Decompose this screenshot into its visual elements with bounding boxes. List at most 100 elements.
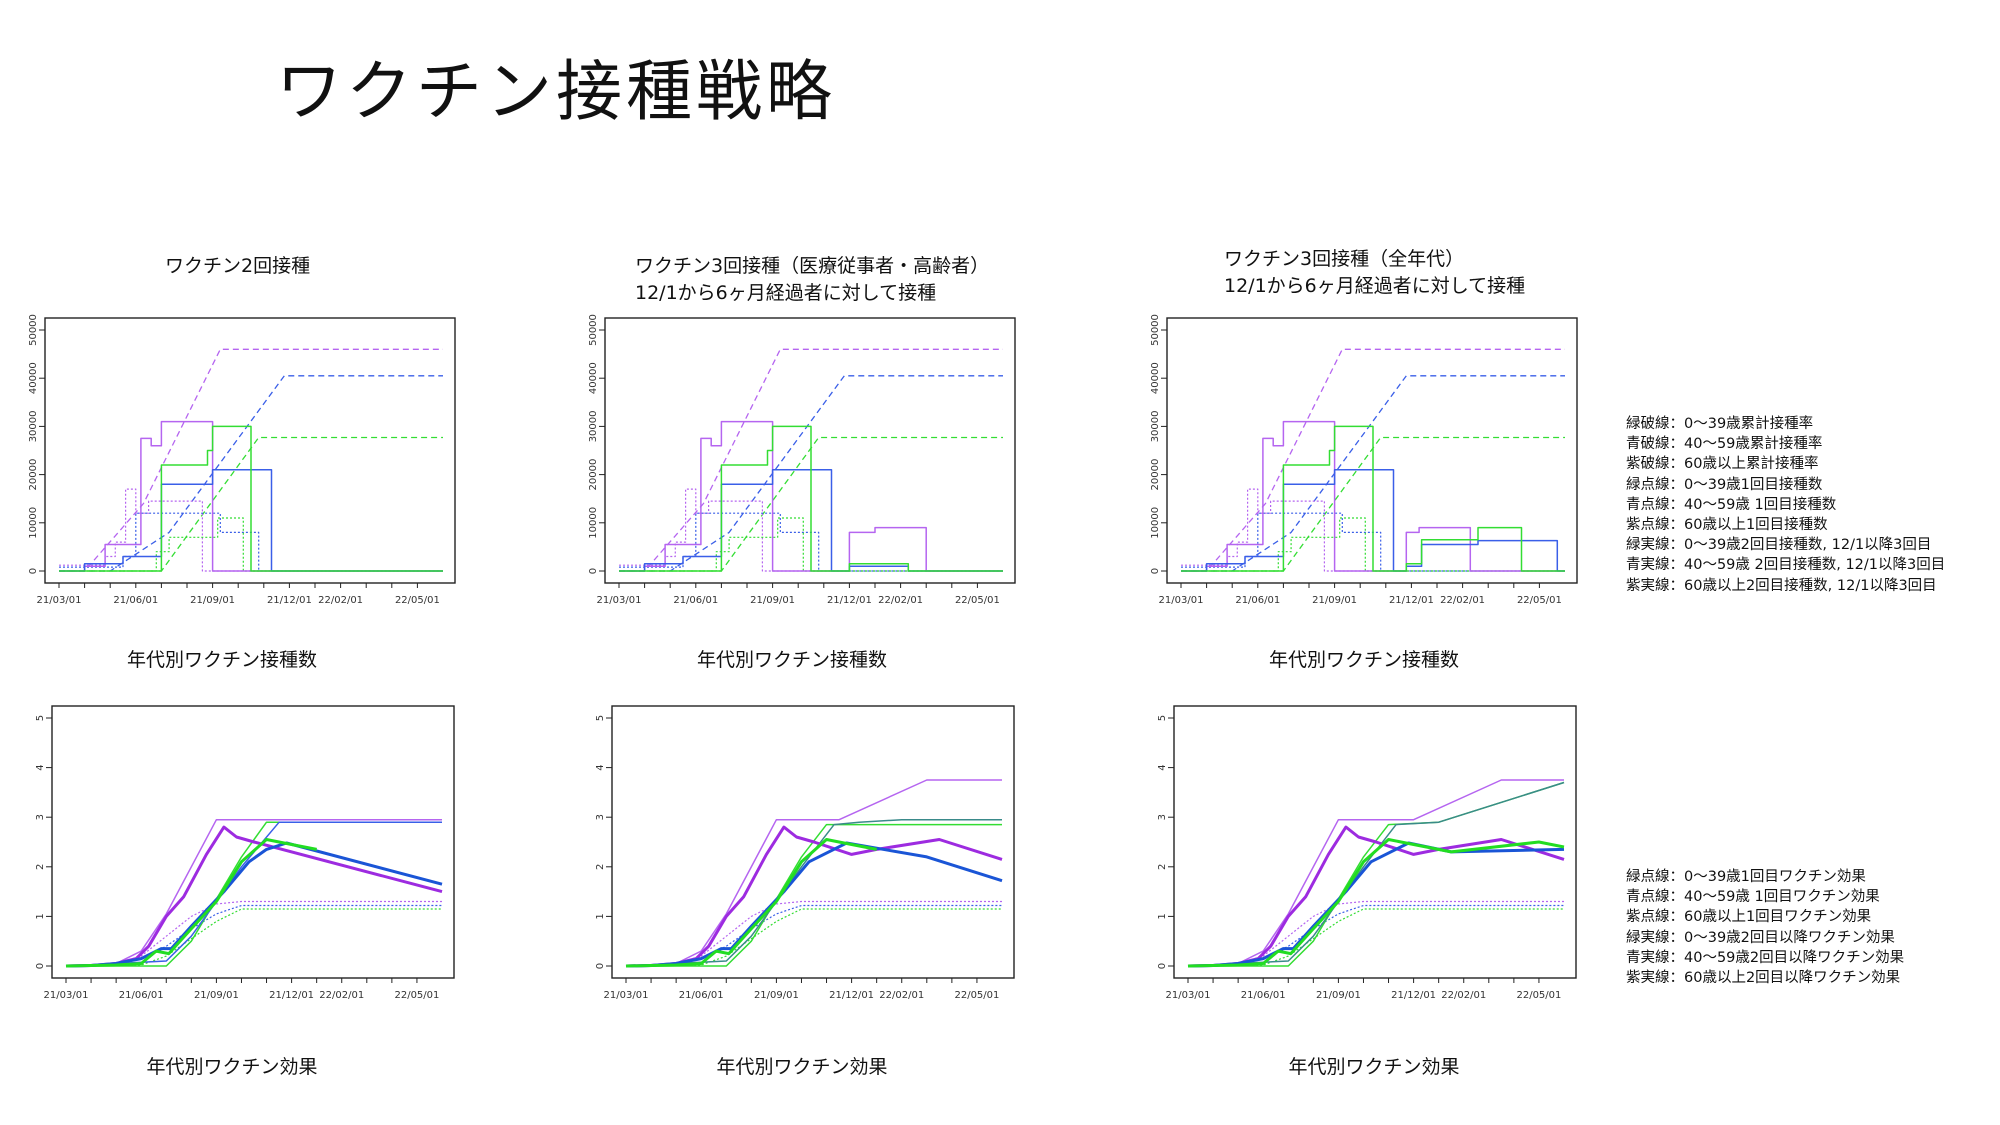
series-line-green-dot: [619, 517, 1003, 572]
y-tick-label: 0: [588, 568, 599, 574]
series-line-purple-solid: [59, 420, 443, 572]
y-tick-label: 2: [1157, 864, 1168, 870]
legend-item: 青実線：40～59歳2回目以降ワクチン効果: [1626, 949, 1905, 966]
y-tick-label: 50000: [28, 314, 39, 346]
series-line-purple-dash: [59, 348, 443, 572]
page-title: ワクチン接種戦略: [276, 53, 836, 130]
x-tick-label: 21/12/01: [269, 990, 314, 1001]
legend-item: 青破線：40～59歳累計接種率: [1626, 436, 1823, 453]
series-line-green-dot: [625, 908, 1002, 967]
series-line-purple-solid: [626, 779, 1002, 967]
y-tick-label: 30000: [1150, 410, 1161, 442]
x-tick-label: 21/09/01: [750, 595, 795, 606]
plot-frame: [44, 317, 456, 584]
chart-vaccinations-3dose-elderly: 0 10000 20000 30000 40000 50000 21/03/01 21/06/…: [588, 314, 1016, 606]
x-tick-label: 21/03/01: [1166, 990, 1211, 1001]
legend-item: 青点線：40～59歳 1回目ワクチン効果: [1626, 889, 1880, 906]
chart-effect-3dose-elderly: 0 1 2 3 4 5 21/03/01 21/06/01 21/09/01 21/12/01 22…: [595, 705, 1015, 1001]
legend-item: 緑実線：0～39歳2回目接種数, 12/1以降3回目: [1626, 537, 1932, 554]
caption-effect-2: 年代別ワクチン効果: [716, 1056, 888, 1078]
x-tick-label: 21/12/01: [1389, 595, 1434, 606]
y-tick-label: 40000: [1150, 362, 1161, 394]
y-tick-label: 5: [35, 715, 46, 721]
y-tick-label: 2: [595, 864, 606, 870]
series-line-purple-dot: [59, 488, 443, 572]
x-tick-label: 21/12/01: [1391, 990, 1436, 1001]
series-line-green-solid: [619, 425, 1003, 572]
x-tick-label: 21/09/01: [194, 990, 239, 1001]
y-tick-label: 0: [595, 963, 606, 969]
y-tick-label: 1: [35, 913, 46, 919]
legend-item: 青点線：40～59歳 1回目接種数: [1626, 496, 1837, 513]
x-tick-label: 21/06/01: [119, 990, 164, 1001]
caption-vaccinations-1: 年代別ワクチン接種数: [126, 649, 317, 671]
y-tick-label: 50000: [1150, 314, 1161, 346]
x-tick-label: 22/02/01: [319, 990, 364, 1001]
chart-vaccinations-2dose: 0 10000 20000 30000 40000 50000 21/03/01 21/06/…: [28, 314, 456, 606]
y-tick-label: 20000: [1150, 459, 1161, 491]
chart-effect-2dose: 0 1 2 3 4 5 21/03/01 21/06/01 21/09/01 21/12/01 22…: [35, 705, 455, 1001]
legend-effect: 緑点線：0～39歳1回目ワクチン効果 青点線：40～59歳 1回目ワクチン効果 …: [1626, 867, 1904, 988]
series-line-green_thick-thick: [625, 838, 877, 968]
x-tick-label: 21/03/01: [37, 595, 82, 606]
y-tick-label: 10000: [28, 507, 39, 539]
x-tick-label: 21/12/01: [267, 595, 312, 606]
x-tick-label: 22/05/01: [394, 990, 439, 1001]
y-tick-label: 4: [595, 764, 606, 770]
y-tick-label: 0: [35, 963, 46, 969]
series-line-green-solid: [1188, 781, 1565, 967]
y-tick-label: 3: [1157, 814, 1168, 820]
y-tick-label: 3: [35, 814, 46, 820]
y-tick-label: 0: [28, 568, 39, 574]
x-tick-label: 21/09/01: [190, 595, 235, 606]
x-tick-label: 21/06/01: [113, 595, 158, 606]
legend-item: 緑点線：0～39歳1回目接種数: [1626, 476, 1823, 493]
legend-item: 紫点線：60歳以上1回目ワクチン効果: [1626, 909, 1872, 926]
series-line-purple-dash: [619, 348, 1003, 572]
x-tick-label: 22/02/01: [1440, 595, 1485, 606]
y-tick-label: 50000: [588, 314, 599, 346]
legend-item: 青実線：40～59歳 2回目接種数, 12/1以降3回目: [1626, 557, 1946, 574]
y-tick-label: 5: [595, 715, 606, 721]
y-tick-label: 1: [595, 913, 606, 919]
y-tick-label: 2: [35, 864, 46, 870]
chart-vaccinations-3dose-all: 0 10000 20000 30000 40000 50000 21/03/01 21/06/…: [1150, 314, 1578, 606]
x-tick-label: 21/03/01: [597, 595, 642, 606]
x-tick-label: 21/06/01: [679, 990, 724, 1001]
caption-effect-1: 年代別ワクチン効果: [146, 1056, 318, 1078]
series-line-blue-dot: [1187, 904, 1564, 967]
series-line-green_thick-thick: [65, 838, 317, 968]
x-tick-label: 22/02/01: [318, 595, 363, 606]
legend-item: 紫実線：60歳以上2回目以降ワクチン効果: [1626, 970, 1901, 987]
x-tick-label: 21/06/01: [1235, 595, 1280, 606]
y-tick-label: 20000: [588, 459, 599, 491]
column-heading-1: ワクチン2回接種: [165, 255, 311, 277]
series-line-teal-solid: [1187, 781, 1565, 967]
series-line-green-dot: [65, 908, 442, 967]
legend-item: 緑破線：0～39歳累計接種率: [1626, 416, 1814, 432]
x-tick-label: 21/09/01: [1316, 990, 1361, 1001]
plot-frame: [1166, 317, 1578, 584]
x-tick-label: 21/06/01: [1241, 990, 1286, 1001]
legend-item: 紫実線：60歳以上2回目接種数, 12/1以降3回目: [1626, 577, 1937, 594]
y-tick-label: 10000: [1150, 507, 1161, 539]
series-line-green-solid: [59, 425, 443, 572]
y-tick-label: 1: [1157, 913, 1168, 919]
series-line-purple-dash: [1181, 348, 1565, 572]
series-line-purple-solid: [619, 420, 1003, 572]
legend-item: 緑実線：0～39歳2回目以降ワクチン効果: [1626, 929, 1895, 946]
x-tick-label: 21/09/01: [1312, 595, 1357, 606]
y-tick-label: 5: [1157, 715, 1168, 721]
series-line-blue_thick-thick: [65, 841, 443, 968]
series-line-purple_thick-thick: [1187, 825, 1565, 968]
y-tick-label: 40000: [28, 362, 39, 394]
x-tick-label: 22/02/01: [879, 990, 924, 1001]
x-tick-label: 21/03/01: [604, 990, 649, 1001]
series-line-purple_thick-thick: [625, 825, 1003, 968]
x-tick-label: 21/03/01: [1159, 595, 1204, 606]
series-line-blue-solid: [65, 821, 442, 967]
chart-effect-3dose-all: 0 1 2 3 4 5 21/03/01 21/06/01 21/09/01 21/12/01 22…: [1157, 705, 1577, 1001]
series-line-blue-dot: [625, 904, 1002, 967]
series-line-green-solid: [626, 823, 1002, 967]
y-tick-label: 30000: [588, 410, 599, 442]
